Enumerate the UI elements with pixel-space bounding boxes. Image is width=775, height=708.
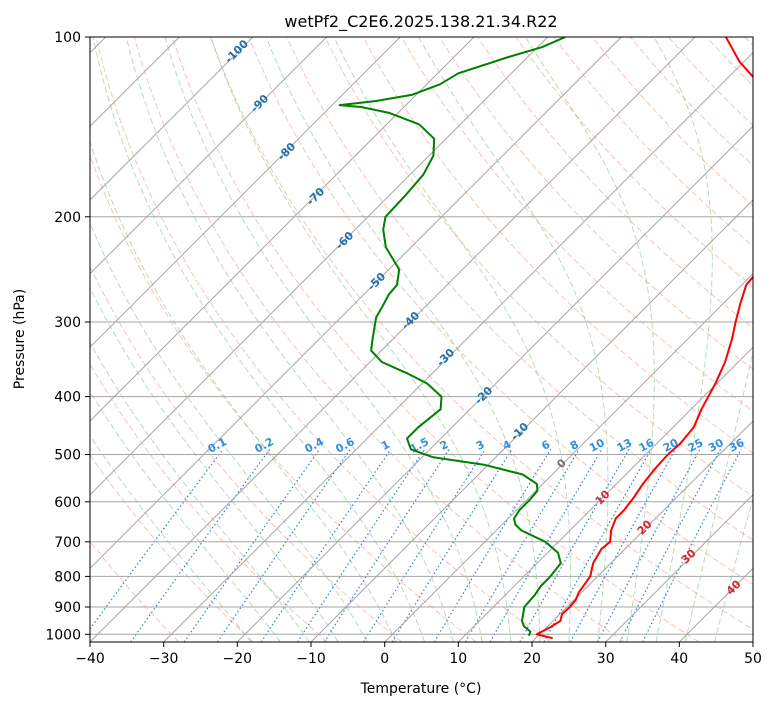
x-tick-label: 40 — [670, 651, 688, 667]
y-tick-label: 100 — [54, 30, 81, 46]
x-tick-label: 30 — [597, 651, 615, 667]
y-tick-label: 500 — [54, 448, 81, 464]
y-tick-label: 200 — [54, 210, 81, 226]
y-tick-label: 400 — [54, 390, 81, 406]
x-tick-label: 50 — [744, 651, 762, 667]
chart-title: wetPf2_C2E6.2025.138.21.34.R22 — [284, 12, 557, 32]
y-tick-label: 700 — [54, 535, 81, 551]
x-tick-label: −10 — [296, 651, 326, 667]
x-tick-label: −40 — [75, 651, 105, 667]
y-tick-label: 800 — [54, 569, 81, 585]
x-tick-label: 10 — [449, 651, 467, 667]
y-tick-label: 1000 — [45, 627, 81, 643]
x-axis-label: Temperature (°C) — [360, 681, 482, 697]
y-tick-label: 900 — [54, 600, 81, 616]
y-tick-label: 300 — [54, 315, 81, 331]
y-tick-label: 600 — [54, 495, 81, 511]
x-tick-label: 0 — [380, 651, 389, 667]
x-tick-label: −20 — [223, 651, 253, 667]
x-tick-label: −30 — [149, 651, 179, 667]
x-tick-label: 20 — [523, 651, 541, 667]
y-axis-label: Pressure (hPa) — [12, 289, 28, 389]
